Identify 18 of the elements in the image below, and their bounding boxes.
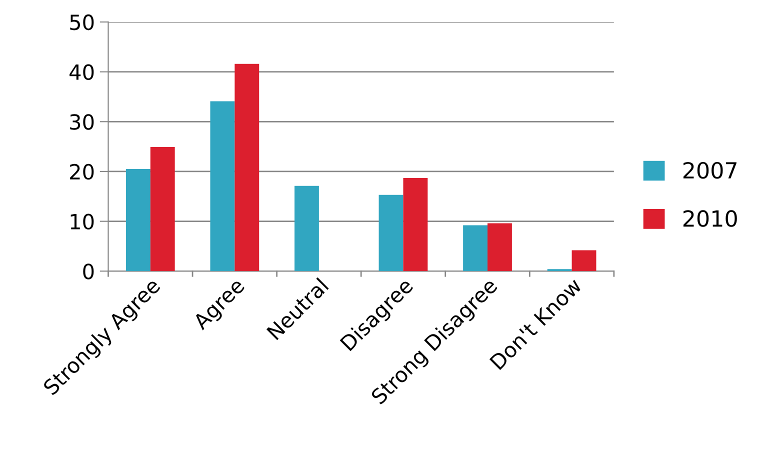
bar [294, 186, 319, 272]
bar [126, 168, 150, 272]
legend-label: 2010 [683, 210, 737, 227]
y-tick-label: 0 [83, 264, 94, 280]
bar [488, 223, 512, 272]
bar [463, 225, 488, 272]
bar [150, 147, 175, 272]
y-tick-label: 30 [70, 114, 94, 130]
bar [210, 101, 235, 272]
y-tick-label: 50 [70, 14, 94, 30]
y-tick-label: 10 [70, 214, 94, 230]
bar [234, 64, 260, 272]
y-tick-label: 40 [70, 64, 94, 80]
bar [403, 178, 428, 272]
bar [378, 194, 404, 272]
y-tick-label: 20 [70, 164, 94, 180]
legend-label: 2007 [683, 162, 736, 179]
bar [572, 250, 596, 272]
